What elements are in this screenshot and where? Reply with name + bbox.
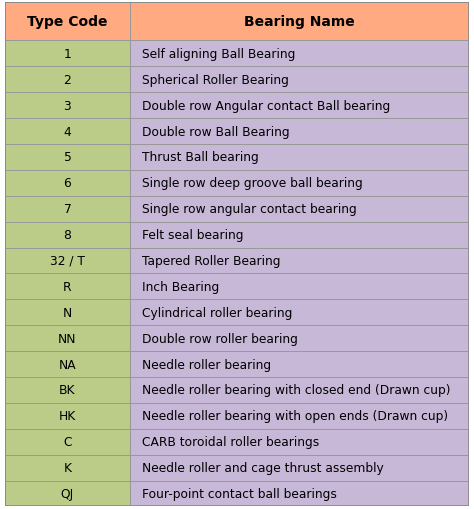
Bar: [5, 145, 130, 171]
Text: Needle roller and cage thrust assembly: Needle roller and cage thrust assembly: [142, 461, 383, 474]
Bar: [130, 67, 469, 93]
Text: CARB toroidal roller bearings: CARB toroidal roller bearings: [142, 435, 319, 448]
Bar: [130, 455, 469, 480]
Bar: [130, 119, 469, 145]
Bar: [130, 248, 469, 274]
Bar: [5, 455, 130, 480]
Text: Single row deep groove ball bearing: Single row deep groove ball bearing: [142, 177, 363, 190]
Bar: [5, 248, 130, 274]
Bar: [130, 429, 469, 455]
Bar: [130, 377, 469, 403]
Bar: [130, 145, 469, 171]
Bar: [5, 403, 130, 429]
Text: 1: 1: [64, 48, 71, 61]
Text: R: R: [63, 280, 72, 293]
Bar: [5, 274, 130, 300]
Bar: [5, 3, 130, 41]
Bar: [5, 480, 130, 506]
Text: Felt seal bearing: Felt seal bearing: [142, 229, 243, 242]
Bar: [130, 41, 469, 67]
Bar: [130, 222, 469, 248]
Text: Cylindrical roller bearing: Cylindrical roller bearing: [142, 306, 292, 319]
Text: Double row Ball Bearing: Double row Ball Bearing: [142, 125, 290, 138]
Text: Tapered Roller Bearing: Tapered Roller Bearing: [142, 254, 280, 267]
Text: Double row roller bearing: Double row roller bearing: [142, 332, 298, 345]
Bar: [5, 93, 130, 119]
Bar: [5, 377, 130, 403]
Text: Needle roller bearing with open ends (Drawn cup): Needle roller bearing with open ends (Dr…: [142, 410, 448, 422]
Text: 6: 6: [64, 177, 71, 190]
Text: Bearing Name: Bearing Name: [244, 15, 355, 29]
Bar: [130, 274, 469, 300]
Text: Double row Angular contact Ball bearing: Double row Angular contact Ball bearing: [142, 99, 390, 112]
Bar: [130, 351, 469, 377]
Text: 32 / T: 32 / T: [50, 254, 85, 267]
Bar: [130, 403, 469, 429]
Bar: [130, 300, 469, 326]
Bar: [5, 119, 130, 145]
Text: Inch Bearing: Inch Bearing: [142, 280, 219, 293]
Text: Self aligning Ball Bearing: Self aligning Ball Bearing: [142, 48, 295, 61]
Bar: [5, 222, 130, 248]
Bar: [130, 480, 469, 506]
Bar: [130, 93, 469, 119]
Text: Single row angular contact bearing: Single row angular contact bearing: [142, 203, 356, 216]
Text: 2: 2: [64, 74, 71, 87]
Bar: [5, 171, 130, 196]
Bar: [5, 351, 130, 377]
Text: K: K: [64, 461, 72, 474]
Bar: [5, 429, 130, 455]
Text: 4: 4: [64, 125, 71, 138]
Bar: [5, 300, 130, 326]
Text: 5: 5: [64, 151, 72, 164]
Bar: [5, 196, 130, 222]
Text: HK: HK: [59, 410, 76, 422]
Text: Thrust Ball bearing: Thrust Ball bearing: [142, 151, 258, 164]
Bar: [5, 67, 130, 93]
Text: N: N: [63, 306, 72, 319]
Text: 3: 3: [64, 99, 71, 112]
Text: Four-point contact ball bearings: Four-point contact ball bearings: [142, 487, 337, 500]
Bar: [130, 171, 469, 196]
Text: BK: BK: [59, 384, 76, 397]
Text: NA: NA: [59, 358, 76, 371]
Bar: [5, 326, 130, 351]
Text: QJ: QJ: [61, 487, 74, 500]
Text: Needle roller bearing: Needle roller bearing: [142, 358, 271, 371]
Text: C: C: [63, 435, 72, 448]
Text: Spherical Roller Bearing: Spherical Roller Bearing: [142, 74, 289, 87]
Bar: [130, 326, 469, 351]
Text: 8: 8: [64, 229, 72, 242]
Text: 7: 7: [64, 203, 71, 216]
Text: NN: NN: [58, 332, 77, 345]
Text: Needle roller bearing with closed end (Drawn cup): Needle roller bearing with closed end (D…: [142, 384, 450, 397]
Bar: [130, 196, 469, 222]
Bar: [5, 41, 130, 67]
Bar: [130, 3, 469, 41]
Text: Type Code: Type Code: [27, 15, 108, 29]
